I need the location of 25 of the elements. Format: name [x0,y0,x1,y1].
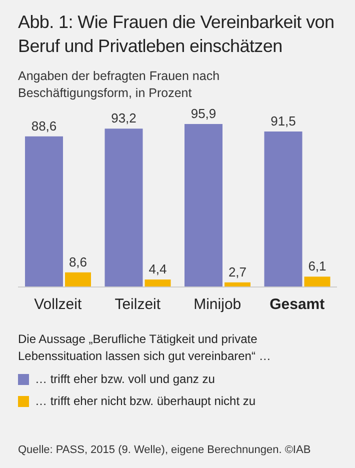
chart-subtitle: Angaben der befragten Frauen nach Beschäftigungsform, in Prozent [17,68,221,102]
bar [104,128,143,287]
data-label: 91,5 [270,113,296,128]
x-tick-label: Vollzeit [34,296,82,313]
data-label: 95,9 [190,106,216,121]
x-tick-label: Gesamt [270,296,325,313]
bar [25,136,63,287]
data-label: 88,6 [31,118,57,134]
bar [304,276,330,287]
data-label: 4,4 [148,262,167,277]
x-tick-label: Minijob [194,296,242,313]
data-label: 2,7 [228,264,247,280]
chart-title: Abb. 1: Wie Frauen die Vereinbarkeit von Beruf und Privatleben einschätzen [17,11,336,58]
legend-label: … trifft eher bzw. voll und ganz zu [35,371,215,388]
source-note: Quelle: PASS, 2015 (9. Welle), eigene Berechnungen. ©IAB [18,444,311,456]
legend-label: … trifft eher nicht bzw. überhaupt nicht zu [35,393,256,410]
data-label: 93,2 [111,110,136,126]
bar [144,280,171,287]
legend-title: Die Aussage „Berufliche Tätigkeit und private Lebenssituation lassen sich gut vereinbaren“ … [18,331,272,365]
data-label: 8,6 [68,254,88,270]
x-tick-label: Teilzeit [114,296,162,313]
data-label: 6,1 [308,258,326,274]
bar [184,124,222,287]
bar [65,272,91,287]
bar [264,131,302,287]
